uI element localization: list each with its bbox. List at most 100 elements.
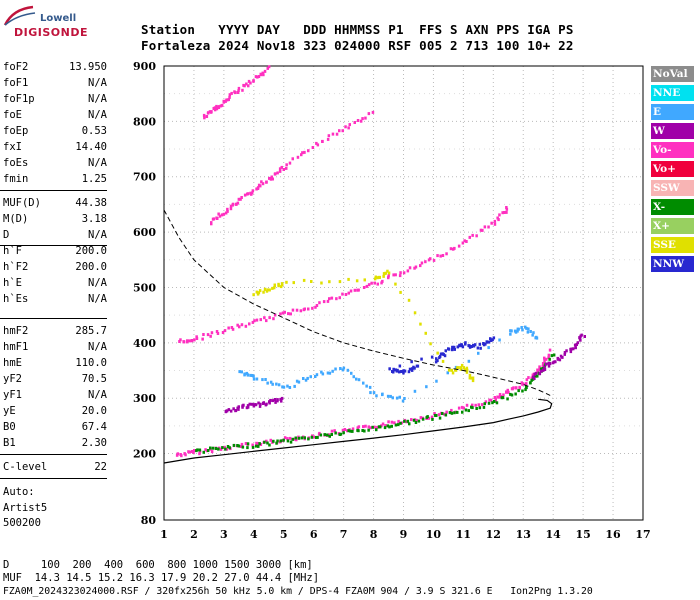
echo-point [489, 398, 493, 402]
x-tick-label: 3 [220, 528, 228, 541]
echo-point [441, 359, 445, 363]
echo-point [283, 436, 287, 440]
param-divider [0, 454, 107, 455]
param-divider [0, 245, 107, 246]
echo-point [326, 137, 330, 141]
echo-point [386, 424, 390, 428]
echo-point [268, 176, 271, 180]
echo-point [254, 75, 258, 79]
echo-point [322, 300, 326, 304]
echo-point [351, 427, 355, 431]
echo-point [426, 415, 429, 419]
echo-point [292, 281, 295, 285]
legend-item-vo-: Vo- [651, 142, 694, 158]
echo-point [295, 438, 298, 442]
echo-point [229, 409, 233, 413]
echo-point [457, 406, 461, 410]
param-value: 3.18 [81, 213, 107, 225]
echo-point [501, 396, 505, 400]
echo-point [297, 436, 301, 440]
param-value: 2.30 [81, 437, 107, 449]
echo-point [406, 419, 410, 423]
echo-point [396, 368, 399, 372]
echo-point [316, 435, 319, 439]
echo-point [505, 206, 508, 209]
echo-point [229, 207, 233, 211]
echo-point [410, 367, 414, 371]
echo-point [505, 210, 508, 214]
param-key: hmF2 [3, 325, 29, 337]
echo-point [296, 155, 300, 159]
echo-point [399, 290, 402, 294]
echo-point [554, 360, 557, 364]
echo-point [558, 358, 562, 362]
param-row: B1 2.30 [3, 437, 107, 453]
echo-point [236, 201, 240, 205]
echo-point [563, 351, 567, 354]
echo-point [456, 410, 459, 414]
echo-point [536, 374, 539, 378]
echo-point [176, 452, 180, 456]
echo-point [530, 378, 533, 382]
echo-point [457, 244, 461, 248]
echo-point [303, 150, 306, 154]
echo-point [307, 437, 310, 441]
echo-point [425, 385, 428, 389]
echo-point [367, 428, 370, 432]
echo-point [543, 365, 546, 369]
echo-point [307, 149, 310, 153]
param-value: 1.25 [81, 173, 107, 185]
legend-item-x-: X- [651, 199, 694, 215]
echo-point [482, 405, 486, 409]
echo-point [576, 341, 580, 345]
echo-point [315, 373, 319, 377]
echo-point [266, 288, 270, 292]
echo-point [249, 81, 252, 85]
echo-point [276, 398, 279, 402]
echo-point [413, 389, 417, 393]
echo-point [338, 280, 342, 284]
echo-point [467, 359, 471, 363]
echo-point [369, 426, 372, 430]
echo-point [378, 275, 381, 279]
echo-point [302, 278, 306, 282]
param-value: 13.950 [69, 61, 107, 73]
echo-point [386, 394, 390, 398]
echo-point [347, 429, 350, 433]
echo-point [444, 413, 448, 417]
param-value: N/A [88, 389, 107, 401]
y-tick-label: 700 [133, 171, 156, 184]
echo-point [465, 368, 469, 372]
echo-point [468, 235, 471, 239]
echo-point [539, 369, 543, 373]
echo-point [505, 390, 508, 394]
echo-point [311, 306, 314, 310]
echo-point [388, 425, 391, 429]
legend-label: SSW [653, 182, 680, 194]
echo-point [388, 367, 391, 371]
echo-point [334, 367, 337, 371]
echo-point [462, 366, 465, 370]
echo-point [266, 381, 269, 385]
echo-point [407, 298, 411, 302]
echo-point [525, 326, 528, 330]
echo-point [392, 370, 395, 374]
echo-point [278, 167, 282, 171]
echo-point [198, 448, 202, 452]
echo-point [547, 355, 550, 359]
echo-point [355, 279, 359, 283]
echo-point [430, 415, 434, 419]
echo-point [346, 368, 350, 372]
echo-point [460, 363, 464, 367]
param-value: N/A [88, 229, 107, 241]
echo-point [399, 421, 402, 425]
ionogram-chart: 1 2 3 4 5 6 7 8 9 10 11 12 13 14 15 16 17802003004005006… [133, 60, 651, 541]
echo-point [206, 333, 210, 337]
echo-point [387, 271, 391, 275]
param-row: MUF(D) 44.38 [3, 197, 107, 213]
echo-point [517, 327, 520, 331]
echo-point [572, 347, 575, 351]
param-row: hmF1 N/A [3, 341, 107, 357]
param-value: 110.0 [75, 357, 107, 369]
echo-point [288, 386, 292, 389]
